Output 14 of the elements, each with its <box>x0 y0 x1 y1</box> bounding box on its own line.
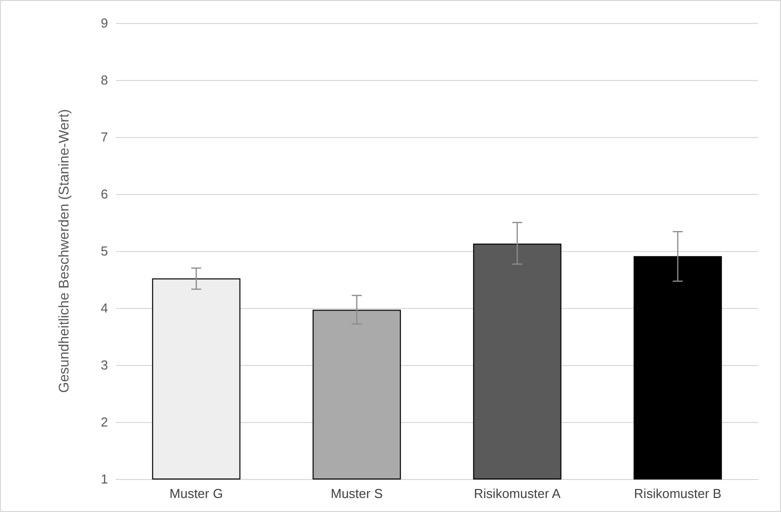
x-tick-label: Risikomuster B <box>634 486 722 501</box>
x-tick-label: Risikomuster A <box>474 486 561 501</box>
y-tick-label: 1 <box>100 472 108 486</box>
y-tick-label: 7 <box>100 130 108 144</box>
y-tick-label: 6 <box>100 186 108 202</box>
y-tick-label: 3 <box>100 358 108 372</box>
y-tick-label: 9 <box>100 16 108 30</box>
y-tick-label: 4 <box>100 300 108 316</box>
y-tick-label: 2 <box>100 414 108 430</box>
x-tick-label: Muster G <box>170 486 223 501</box>
x-tick-label: Muster S <box>330 486 384 501</box>
y-tick-label: 5 <box>100 244 108 258</box>
y-axis-title: Gesundheitliche Beschwerden (Stanine-Wert) <box>56 109 72 393</box>
y-tick-label: 8 <box>100 72 108 88</box>
